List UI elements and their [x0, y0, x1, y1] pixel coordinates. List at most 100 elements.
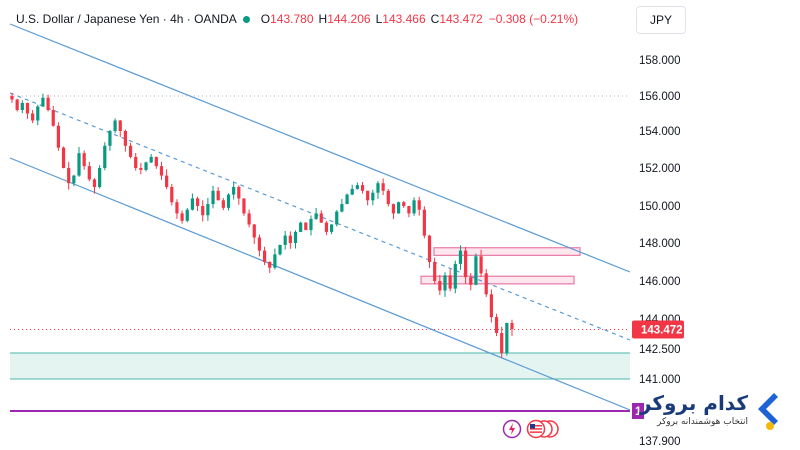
- candle-body: [77, 153, 81, 176]
- channel-lower-line: [9, 157, 630, 411]
- candle-body: [489, 294, 493, 318]
- brand-subtitle: انتخاب هوشمندانه بروکر: [657, 417, 748, 427]
- candle-body: [175, 202, 179, 214]
- candle-body: [427, 235, 432, 262]
- close-label: C: [430, 12, 440, 26]
- candle-body: [474, 256, 478, 285]
- resistance-zone-lower: [420, 275, 575, 285]
- candle-body: [206, 204, 210, 216]
- last-price-tag: [632, 320, 684, 339]
- candle-body: [252, 224, 256, 238]
- candle-body: [123, 131, 128, 146]
- resistance-zone-upper: [433, 247, 581, 256]
- candle-body: [226, 194, 231, 208]
- candle-body: [25, 103, 30, 114]
- candle-body: [221, 200, 225, 208]
- candle-body: [500, 333, 504, 353]
- candle-body: [484, 273, 488, 295]
- candle-body: [299, 222, 303, 232]
- candle-body: [273, 254, 277, 268]
- chart-zones: [10, 247, 630, 412]
- candle-body: [36, 106, 40, 121]
- support-zone: [10, 353, 630, 379]
- candle-body: [402, 202, 406, 206]
- candle-body: [159, 166, 164, 176]
- symbol-header: U.S. Dollar / Japanese Yen · 4h · OANDA …: [16, 10, 578, 28]
- brand-chevron-icon: [758, 393, 778, 425]
- candle-body: [51, 110, 55, 126]
- candle-body: [20, 103, 24, 110]
- candle-body: [355, 185, 359, 189]
- candle-body: [304, 222, 308, 231]
- price-tags: 143.472 1: [632, 320, 684, 419]
- candle-body: [262, 250, 267, 262]
- candle-body: [479, 256, 483, 274]
- candle-body: [41, 97, 45, 107]
- candle-body: [185, 209, 189, 221]
- chart-grid: [10, 95, 630, 331]
- candle-body: [72, 175, 76, 184]
- price-axis-tick: 158.000: [639, 55, 681, 67]
- candle-body: [237, 187, 241, 199]
- candle-body: [108, 131, 112, 146]
- brand-title: کدام بروکر: [639, 391, 748, 415]
- candle-body: [345, 194, 349, 205]
- candle-body: [165, 175, 169, 187]
- close-value: 143.472: [439, 12, 483, 26]
- candle-body: [216, 190, 220, 201]
- price-axis-tick: 154.000: [639, 126, 681, 138]
- us-flag-events-icon[interactable]: [526, 419, 560, 439]
- price-axis-tick: 146.000: [639, 276, 681, 288]
- change-value: −0.308 (−0.21%): [488, 12, 579, 26]
- currency-button[interactable]: JPY: [636, 6, 686, 34]
- candle-body: [46, 97, 50, 110]
- low-label: L: [375, 12, 383, 26]
- candle-body: [31, 113, 35, 121]
- candlesticks: [10, 92, 514, 359]
- price-axis-tick: 141.000: [639, 374, 681, 386]
- candle-body: [376, 183, 380, 193]
- candle-body: [278, 244, 282, 255]
- candle-body: [469, 277, 473, 285]
- candle-body: [139, 168, 143, 170]
- candle-body: [340, 204, 344, 212]
- candle-body: [309, 218, 313, 231]
- candle-body: [366, 190, 370, 201]
- candle-body: [448, 275, 452, 289]
- candle-body: [329, 224, 334, 232]
- candle-body: [201, 206, 205, 216]
- candle-body: [190, 198, 195, 210]
- candle-body: [154, 156, 158, 167]
- price-axis-tick: 156.000: [639, 91, 681, 103]
- candle-body: [232, 187, 236, 195]
- candle-body: [283, 235, 287, 245]
- candle-body: [350, 188, 354, 195]
- candle-body: [396, 202, 401, 214]
- market-status-dot: [242, 15, 250, 23]
- candle-body: [82, 153, 86, 167]
- lightning-icon[interactable]: [502, 419, 522, 439]
- candle-body: [15, 99, 19, 110]
- candle-body: [170, 187, 174, 203]
- brand-dot: [766, 422, 774, 430]
- candle-body: [438, 281, 442, 291]
- price-axis-tick: 142.500: [639, 344, 681, 356]
- candle-body: [407, 206, 411, 214]
- candle-body: [391, 204, 396, 214]
- candle-body: [103, 145, 107, 168]
- candle-body: [335, 211, 339, 225]
- candle-body: [510, 323, 514, 329]
- purple-level-tag: [632, 403, 644, 419]
- last-price-tag-text: 143.472: [641, 325, 683, 337]
- candle-body: [314, 213, 318, 219]
- indicator-icons: [502, 419, 560, 441]
- symbol-title[interactable]: U.S. Dollar / Japanese Yen · 4h · OANDA: [16, 12, 237, 26]
- price-axis-tick: 150.000: [639, 201, 681, 213]
- candle-body: [505, 323, 509, 353]
- price-axis-tick: 148.000: [639, 238, 681, 250]
- candle-body: [433, 262, 437, 281]
- candle-body: [417, 200, 421, 210]
- candle-body: [92, 179, 97, 187]
- candle-body: [386, 190, 390, 205]
